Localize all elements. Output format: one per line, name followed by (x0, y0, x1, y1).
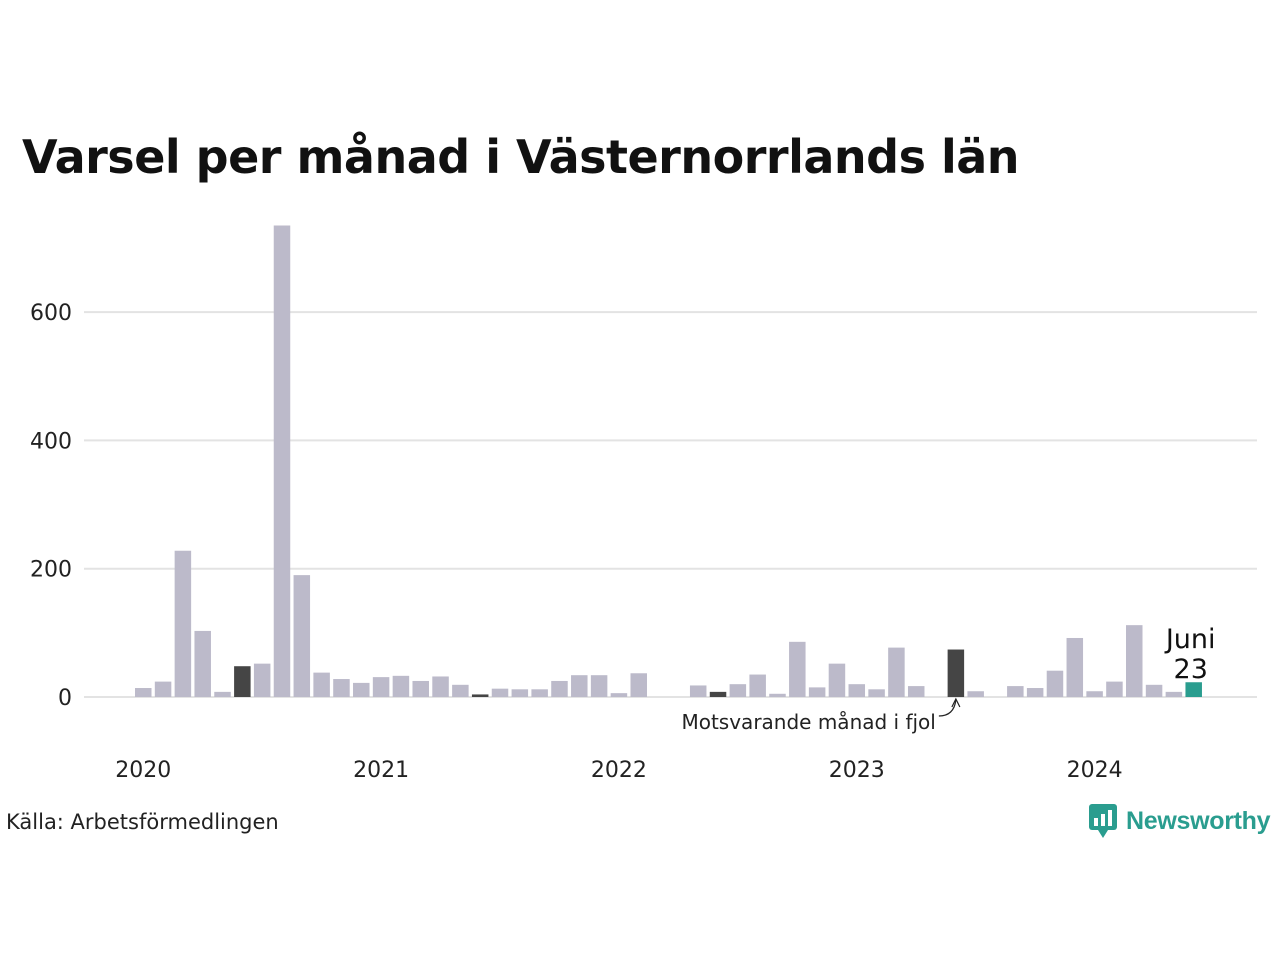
current-month-label: Juni (1164, 624, 1216, 655)
x-tick-label: 2024 (1067, 758, 1123, 783)
bar-2023-07 (967, 691, 984, 697)
bar-2023-06 (947, 649, 965, 697)
bar-2020-11 (333, 679, 350, 697)
bar-2020-05 (214, 691, 231, 697)
x-tick-label: 2022 (591, 758, 647, 783)
source-note: Källa: Arbetsförmedlingen (6, 810, 279, 834)
bar-2023-04 (907, 686, 925, 697)
bar-2021-04 (432, 676, 449, 697)
bar-2020-07 (253, 663, 271, 697)
bar-2023-11 (1046, 670, 1064, 697)
bar-2020-03 (174, 550, 192, 697)
bar-2024-04 (1145, 684, 1163, 697)
y-tick-label: 200 (30, 558, 72, 583)
bar-2021-10 (551, 680, 568, 697)
bar-2022-12 (828, 663, 846, 697)
annotation-arrowhead (951, 697, 961, 708)
bar-2022-08 (749, 674, 766, 697)
bar-2024-06 (1185, 682, 1202, 697)
bar-2023-10 (1026, 688, 1044, 697)
bar-2021-12 (590, 675, 608, 697)
x-tick-label: 2020 (115, 758, 171, 783)
x-axis-tick-labels: 2020 2021 2022 2023 2024 (115, 758, 1122, 783)
bar-2021-05 (452, 684, 469, 697)
bar-2024-03 (1126, 625, 1143, 697)
bar-2023-01 (848, 684, 866, 697)
bar-2021-02 (392, 675, 410, 697)
newsworthy-logo-icon (1089, 804, 1117, 838)
bar-2023-09 (1007, 686, 1024, 697)
bar-2022-06 (709, 691, 727, 697)
bar-2020-01 (135, 688, 152, 697)
bar-2023-03 (888, 647, 905, 697)
bar-2022-11 (808, 687, 826, 697)
bar-2023-02 (868, 689, 885, 697)
y-axis-tick-labels: 0 200 400 600 (30, 301, 72, 711)
current-value-label: 23 (1174, 654, 1208, 685)
y-tick-label: 0 (58, 686, 72, 711)
annotation-arrow (938, 699, 957, 717)
bar-2021-07 (491, 688, 509, 697)
bar-2022-05 (689, 685, 707, 697)
bar-2024-01 (1086, 691, 1103, 697)
annotation-label: Motsvarande månad i fjol (681, 710, 935, 734)
bar-2021-06 (471, 694, 489, 697)
bar-2021-03 (412, 680, 429, 697)
bar-2022-09 (769, 693, 786, 697)
y-tick-label: 600 (30, 301, 72, 326)
bar-chart: 0 200 400 600 2020 2021 2022 2023 2024 Motsvara… (30, 225, 1257, 783)
bar-2022-10 (789, 641, 806, 697)
bar-2020-12 (353, 682, 370, 697)
chart-title: Varsel per månad i Västernorrlands län (22, 130, 1020, 184)
bar-2020-10 (313, 672, 330, 697)
bar-2021-01 (372, 677, 390, 697)
y-tick-label: 400 (30, 429, 72, 454)
brand-logo[interactable]: Newsworthy (1088, 803, 1271, 839)
bar-2021-11 (571, 675, 588, 697)
bar-2022-07 (729, 684, 747, 697)
bars (135, 225, 1202, 697)
bar-2020-09 (293, 575, 311, 697)
bar-2020-06 (234, 666, 251, 697)
bar-2024-05 (1165, 691, 1183, 697)
bar-2022-01 (610, 693, 628, 697)
bar-2020-02 (154, 681, 172, 697)
x-tick-label: 2021 (353, 758, 409, 783)
bar-2021-08 (511, 689, 529, 697)
bar-2021-09 (531, 689, 548, 697)
bar-2020-08 (273, 225, 291, 697)
bar-2023-12 (1066, 637, 1084, 697)
bar-2024-02 (1106, 681, 1123, 697)
bar-2022-02 (630, 673, 647, 697)
x-tick-label: 2023 (829, 758, 885, 783)
bar-2020-04 (194, 630, 211, 697)
brand-name: Newsworthy (1126, 806, 1271, 835)
